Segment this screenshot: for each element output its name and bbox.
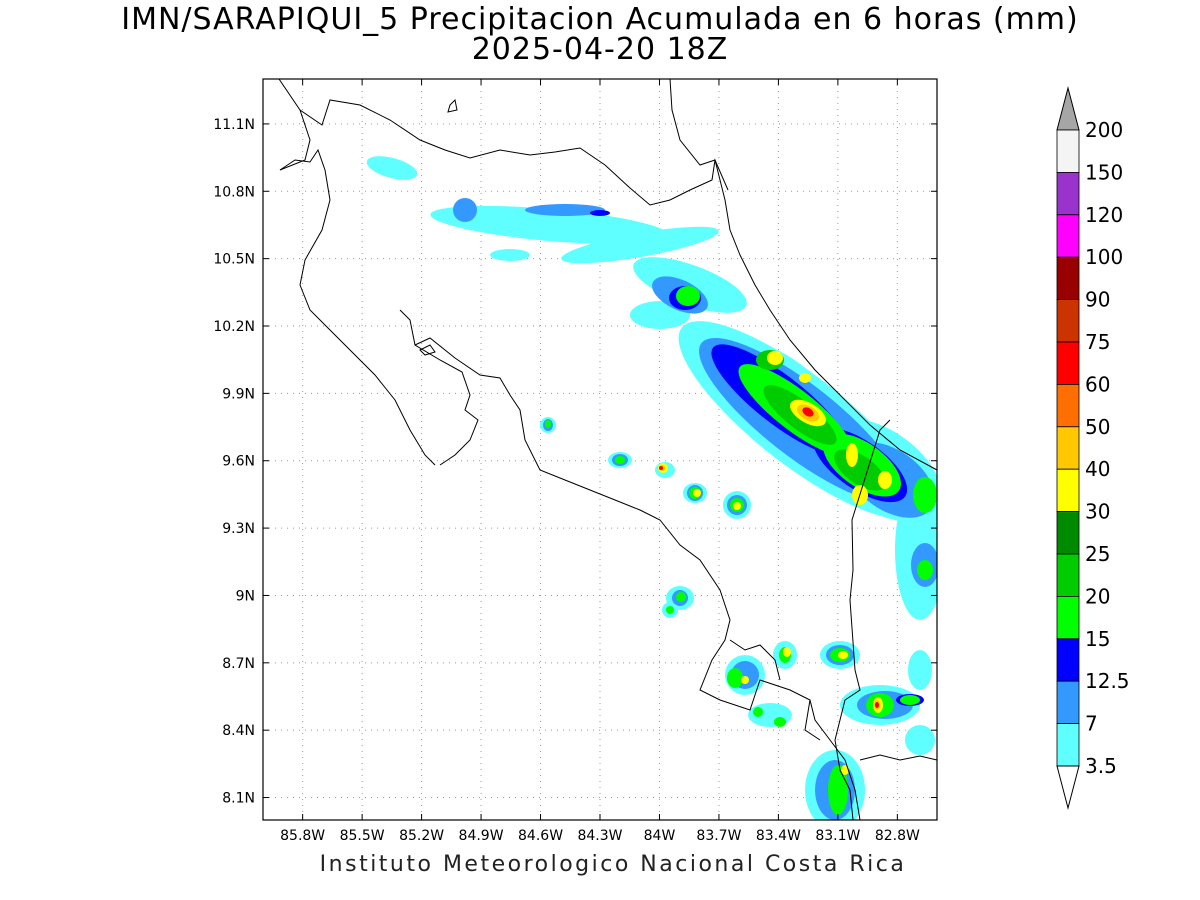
legend-top-triangle [1056, 86, 1080, 131]
lon-tick-label: 85.8W [280, 828, 325, 844]
lon-tick-label: 82.8W [875, 828, 920, 844]
legend-bottom-triangle [1056, 765, 1080, 810]
lat-tick-label: 8.4N [222, 723, 255, 739]
legend-label: 50 [1085, 415, 1110, 439]
lat-tick-label: 10.8N [213, 184, 255, 200]
legend-swatch [1056, 723, 1080, 767]
legend-label: 200 [1085, 118, 1123, 142]
precip-level-60 [659, 407, 879, 708]
lon-tick-label: 83.4W [756, 828, 801, 844]
legend-swatch [1056, 426, 1080, 470]
lon-tick-label: 83.1W [815, 828, 860, 844]
lon-tick-label: 84.9W [459, 828, 504, 844]
lat-tick-label: 8.7N [222, 656, 255, 672]
legend-label: 100 [1085, 245, 1123, 269]
legend-label: 40 [1085, 457, 1110, 481]
lon-tick-label: 85.2W [399, 828, 444, 844]
legend-label: 15 [1085, 627, 1110, 651]
lat-tick-label: 9.3N [222, 521, 255, 537]
legend-label: 20 [1085, 584, 1110, 608]
legend-label: 150 [1085, 160, 1123, 184]
precipitation-field [366, 156, 937, 820]
legend-swatch [1056, 680, 1080, 725]
lat-tick-label: 9N [236, 588, 255, 604]
legend-label: 3.5 [1085, 754, 1117, 778]
legend-label: 120 [1085, 203, 1123, 227]
legend-swatch [1056, 553, 1080, 597]
color-legend: 200 150 120 100 90 75 60 50 40 30 25 20 15 12.5 7 3.5 [1056, 86, 1130, 810]
legend-swatch [1056, 256, 1080, 301]
lon-tick-label: 84W [644, 828, 676, 844]
legend-swatch [1056, 299, 1080, 343]
lat-tick-label: 10.2N [213, 319, 255, 335]
legend-label: 12.5 [1085, 669, 1130, 693]
legend-label: 90 [1085, 288, 1110, 312]
legend-label: 60 [1085, 372, 1110, 396]
lat-tick-label: 9.6N [222, 454, 255, 470]
legend-swatch [1056, 129, 1080, 173]
credit-text: Instituto Meteorologico Nacional Costa R… [319, 852, 907, 877]
legend-swatch [1056, 638, 1080, 682]
coastline-borders [278, 79, 937, 820]
lat-tick-label: 8.1N [222, 791, 255, 807]
map-axes: 11.1N 10.8N 10.5N 10.2N 9.9N 9.6N 9.3N 9N 8.7N 8.… [213, 79, 937, 844]
legend-swatch [1056, 171, 1080, 216]
chart-title: IMN/SARAPIQUI_5 Precipitacion Acumulada … [121, 2, 1079, 37]
legend-label: 25 [1085, 542, 1110, 566]
legend-swatch [1056, 341, 1080, 385]
legend-label: 30 [1085, 500, 1110, 524]
legend-swatch [1056, 596, 1080, 640]
lon-tick-label: 83.7W [696, 828, 741, 844]
lon-tick-label: 84.6W [518, 828, 563, 844]
legend-swatch [1056, 468, 1080, 513]
legend-label: 7 [1085, 712, 1098, 736]
lat-tick-label: 9.9N [222, 386, 255, 402]
lat-tick-label: 10.5N [213, 252, 255, 268]
legend-swatch [1056, 214, 1080, 258]
legend-swatch [1056, 383, 1080, 428]
lat-tick-label: 11.1N [213, 117, 255, 133]
legend-label: 75 [1085, 330, 1110, 354]
legend-swatch [1056, 511, 1080, 555]
chart-subtitle-date: 2025-04-20 18Z [471, 32, 729, 67]
lon-tick-label: 84.3W [577, 828, 622, 844]
lon-tick-label: 85.5W [340, 828, 385, 844]
